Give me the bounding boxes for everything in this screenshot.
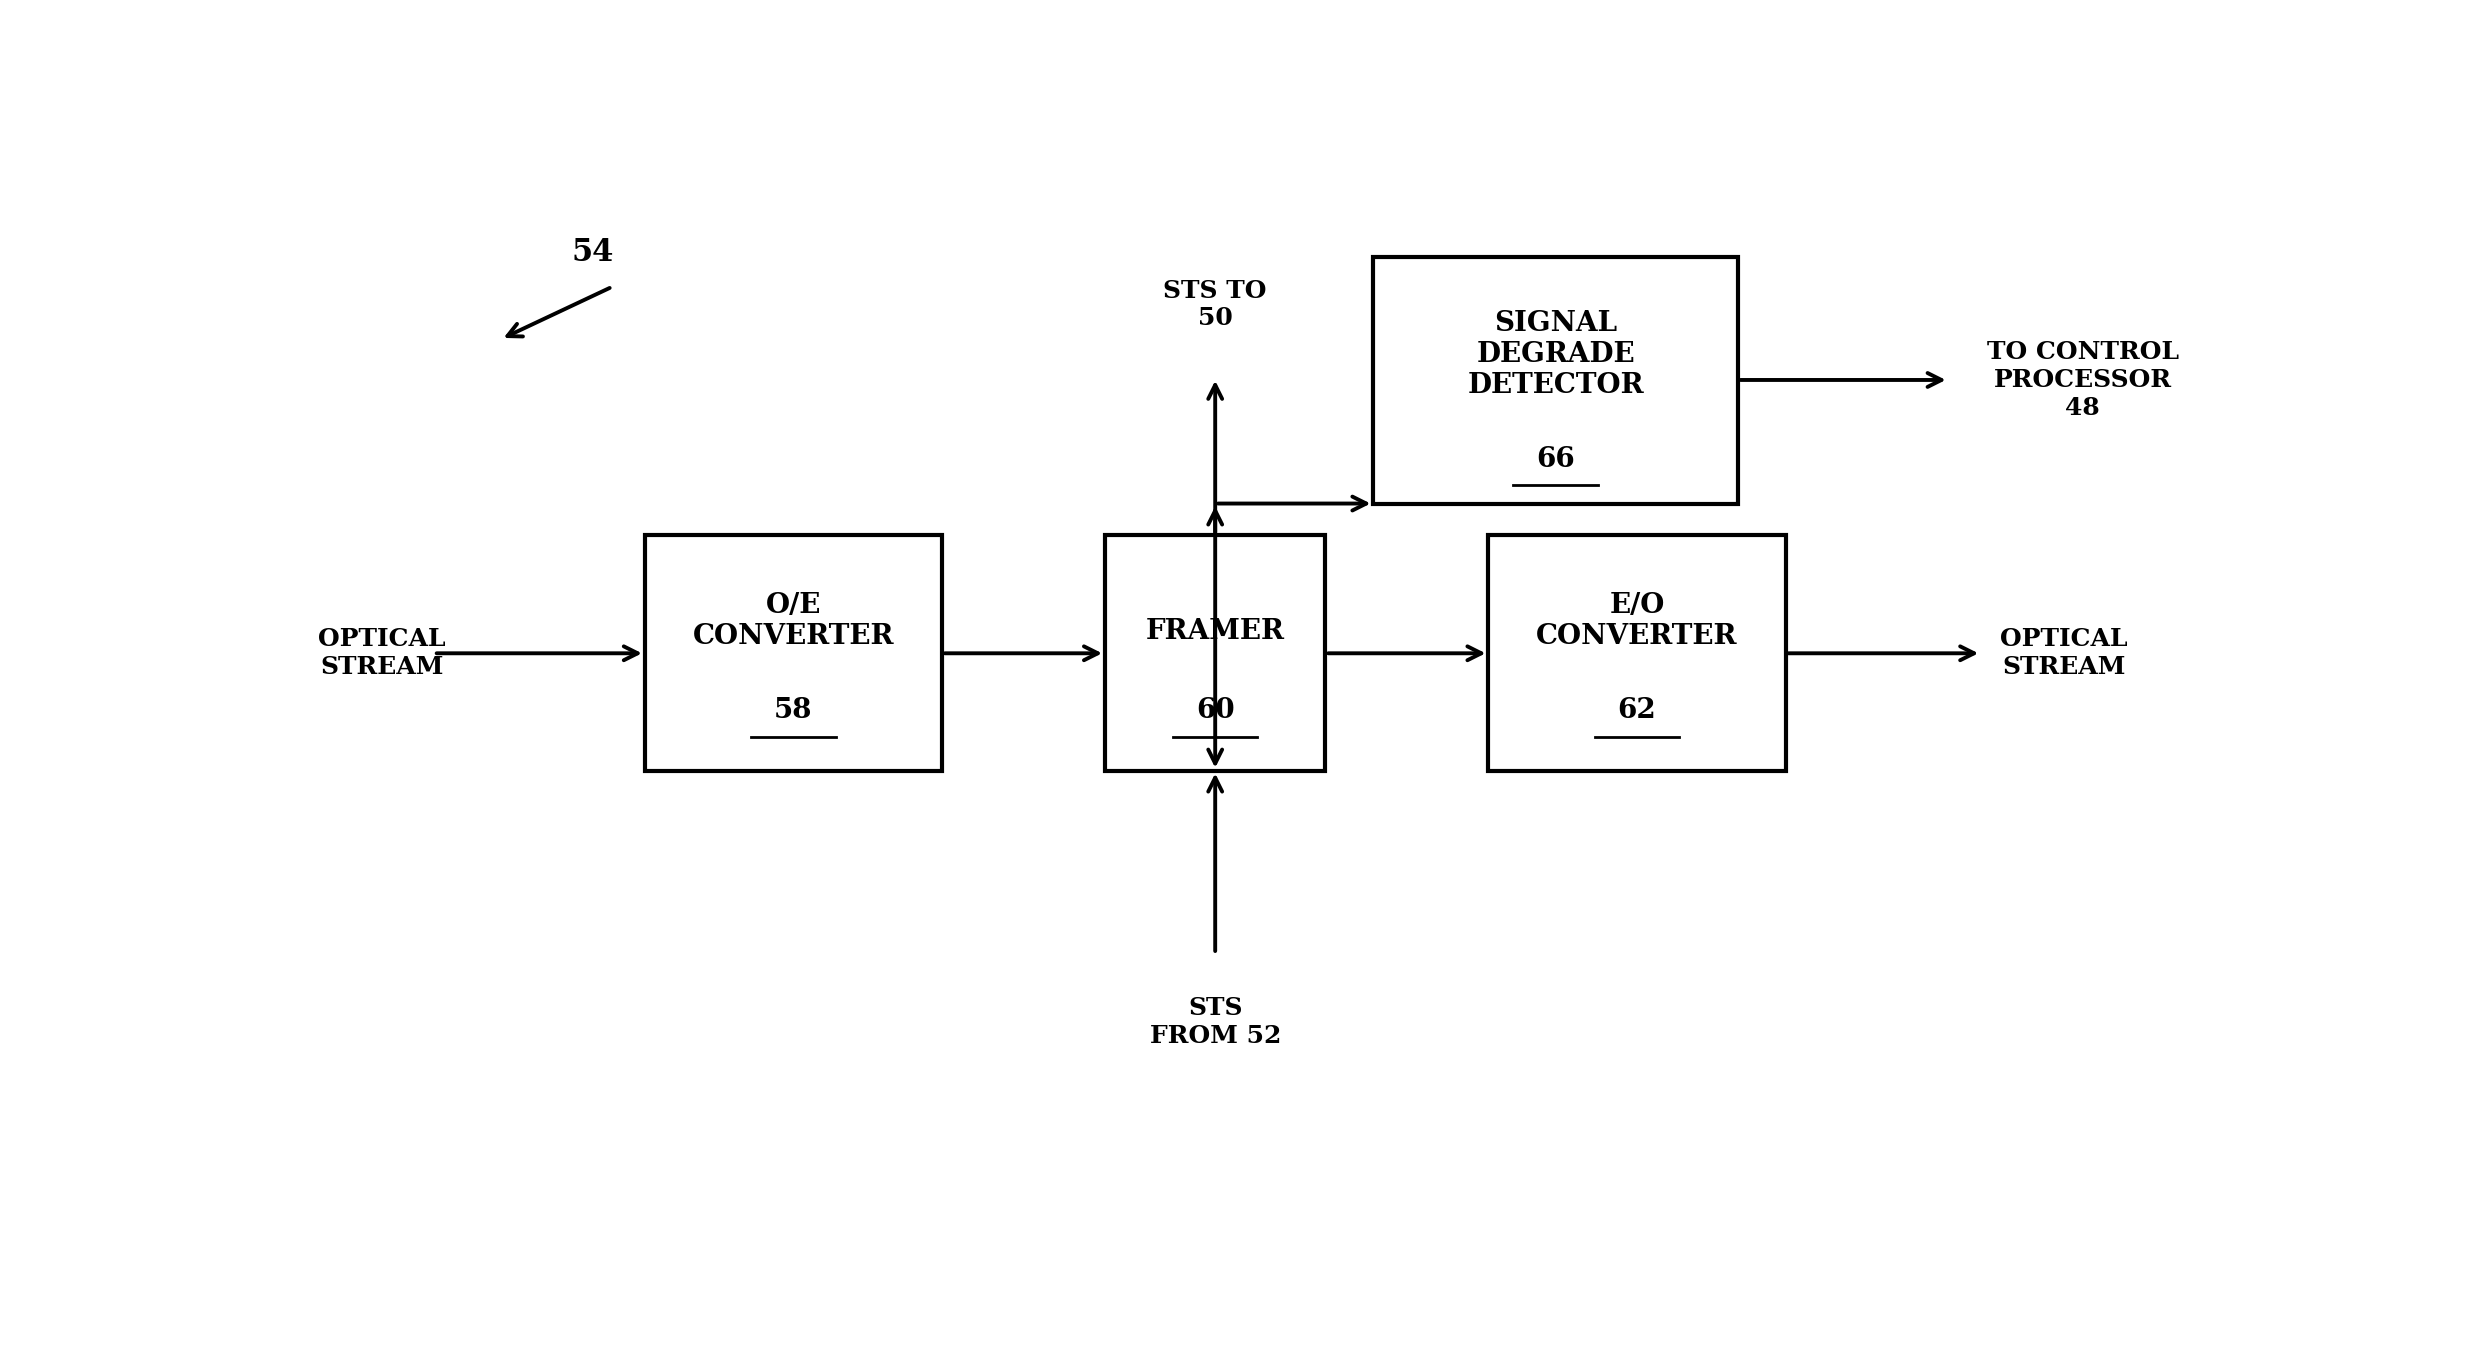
Text: E/O
CONVERTER: E/O CONVERTER bbox=[1536, 592, 1737, 650]
Text: 62: 62 bbox=[1618, 696, 1658, 724]
Text: 58: 58 bbox=[774, 696, 811, 724]
Bar bbox=[1489, 534, 1786, 771]
Text: FRAMER: FRAMER bbox=[1145, 619, 1284, 646]
Text: TO CONTROL
PROCESSOR
48: TO CONTROL PROCESSOR 48 bbox=[1987, 340, 2180, 420]
Text: 54: 54 bbox=[571, 237, 614, 268]
Text: 66: 66 bbox=[1536, 446, 1576, 472]
Text: OPTICAL
STREAM: OPTICAL STREAM bbox=[319, 627, 445, 679]
Text: O/E
CONVERTER: O/E CONVERTER bbox=[693, 592, 893, 650]
Bar bbox=[1106, 534, 1326, 771]
Text: 60: 60 bbox=[1195, 696, 1235, 724]
Bar bbox=[1373, 257, 1737, 503]
Text: STS
FROM 52: STS FROM 52 bbox=[1150, 996, 1282, 1047]
Bar bbox=[646, 534, 943, 771]
Text: OPTICAL
STREAM: OPTICAL STREAM bbox=[1999, 627, 2128, 679]
Text: SIGNAL
DEGRADE
DETECTOR: SIGNAL DEGRADE DETECTOR bbox=[1467, 310, 1643, 398]
Text: STS TO
50: STS TO 50 bbox=[1163, 279, 1267, 330]
